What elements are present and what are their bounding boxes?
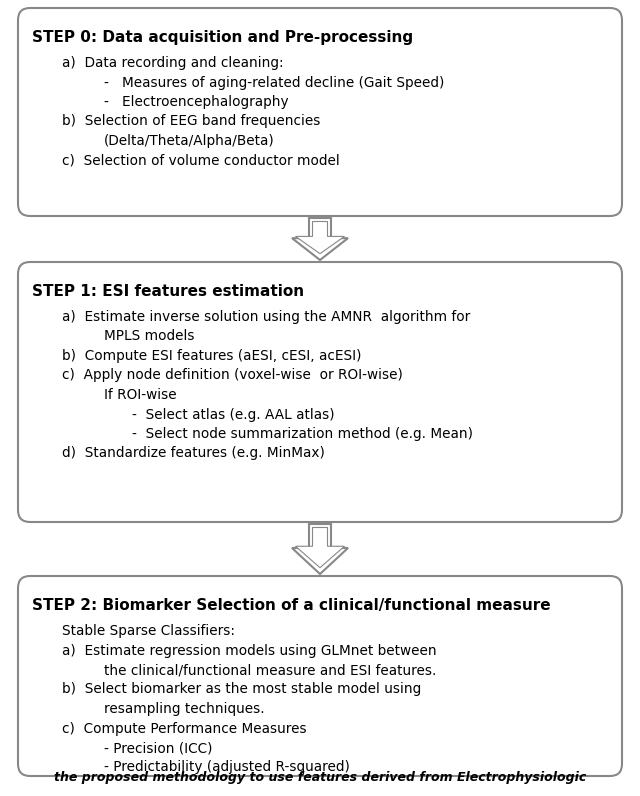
Text: -   Measures of aging-related decline (Gait Speed): - Measures of aging-related decline (Gai… xyxy=(104,76,444,89)
Text: Stable Sparse Classifiers:: Stable Sparse Classifiers: xyxy=(62,624,235,638)
Text: a)  Estimate inverse solution using the AMNR  algorithm for: a) Estimate inverse solution using the A… xyxy=(62,310,470,324)
Text: a)  Estimate regression models using GLMnet between: a) Estimate regression models using GLMn… xyxy=(62,643,436,657)
Text: MPLS models: MPLS models xyxy=(104,330,195,344)
Text: If ROI-wise: If ROI-wise xyxy=(104,388,177,402)
Text: STEP 0: Data acquisition and Pre-processing: STEP 0: Data acquisition and Pre-process… xyxy=(32,30,413,45)
Text: STEP 2: Biomarker Selection of a clinical/functional measure: STEP 2: Biomarker Selection of a clinica… xyxy=(32,598,550,613)
Text: (Delta/Theta/Alpha/Beta): (Delta/Theta/Alpha/Beta) xyxy=(104,134,275,148)
FancyBboxPatch shape xyxy=(18,8,622,216)
Text: d)  Standardize features (e.g. MinMax): d) Standardize features (e.g. MinMax) xyxy=(62,447,325,461)
Text: b)  Selection of EEG band frequencies: b) Selection of EEG band frequencies xyxy=(62,115,321,128)
Text: c)  Apply node definition (voxel-wise  or ROI-wise): c) Apply node definition (voxel-wise or … xyxy=(62,369,403,383)
Text: b)  Compute ESI features (aESI, cESI, acESI): b) Compute ESI features (aESI, cESI, acE… xyxy=(62,349,362,363)
Text: c)  Selection of volume conductor model: c) Selection of volume conductor model xyxy=(62,154,340,167)
Text: - Precision (ICC): - Precision (ICC) xyxy=(104,741,212,755)
FancyBboxPatch shape xyxy=(18,262,622,522)
Text: - Predictability (adjusted R-squared): - Predictability (adjusted R-squared) xyxy=(104,760,350,775)
Polygon shape xyxy=(296,221,344,254)
Text: resampling techniques.: resampling techniques. xyxy=(104,702,264,716)
Text: b)  Select biomarker as the most stable model using: b) Select biomarker as the most stable m… xyxy=(62,682,421,696)
Text: the proposed methodology to use features derived from Electrophysiologic: the proposed methodology to use features… xyxy=(54,771,586,785)
Text: -  Select node summarization method (e.g. Mean): - Select node summarization method (e.g.… xyxy=(132,427,473,441)
Polygon shape xyxy=(292,524,348,574)
FancyBboxPatch shape xyxy=(18,576,622,776)
Text: STEP 1: ESI features estimation: STEP 1: ESI features estimation xyxy=(32,284,304,299)
Text: -   Electroencephalography: - Electroencephalography xyxy=(104,95,289,109)
Text: a)  Data recording and cleaning:: a) Data recording and cleaning: xyxy=(62,56,284,70)
Text: -  Select atlas (e.g. AAL atlas): - Select atlas (e.g. AAL atlas) xyxy=(132,408,335,422)
Polygon shape xyxy=(292,218,348,260)
Text: c)  Compute Performance Measures: c) Compute Performance Measures xyxy=(62,721,307,736)
Polygon shape xyxy=(296,528,344,568)
Text: the clinical/functional measure and ESI features.: the clinical/functional measure and ESI … xyxy=(104,663,436,677)
